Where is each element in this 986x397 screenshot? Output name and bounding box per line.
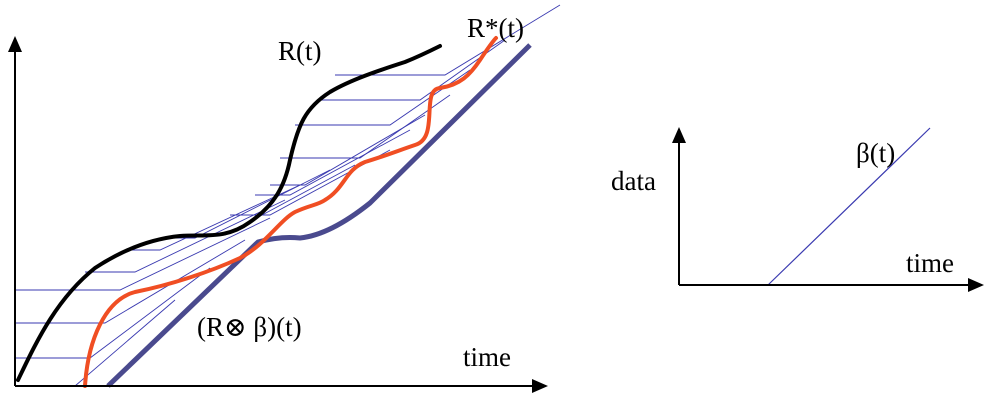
service-curve-line [130, 184, 301, 251]
service-curve-line [85, 199, 286, 273]
output-curve [83, 36, 498, 388]
arrival-curve [16, 44, 442, 382]
service-curve-label: β(t) [856, 138, 895, 168]
left-x-axis-label: time [463, 342, 511, 372]
right-y-axis-label: data [611, 166, 656, 196]
service-curve-line [15, 239, 246, 324]
right-x-axis-label: time [906, 248, 954, 278]
right-y-axis-arrowhead [672, 127, 686, 143]
convolution-curve [106, 43, 532, 388]
service-curve [767, 127, 931, 286]
right-diagram: data β(t) time [611, 127, 984, 292]
left-diagram: R(t) R*(t) (R⊗ β)(t) time [8, 4, 561, 393]
right-x-axis-arrowhead [968, 278, 984, 292]
left-y-axis-arrowhead [8, 36, 22, 52]
arrival-curve-label: R(t) [278, 36, 322, 66]
service-curve-line [255, 129, 411, 196]
service-curve-line [335, 4, 561, 76]
left-axes [8, 36, 548, 393]
service-curve-line [175, 169, 331, 239]
service-curve-line [280, 94, 451, 159]
left-x-axis-arrowhead [532, 379, 548, 393]
service-curve-line [15, 217, 271, 291]
service-curve-line [320, 39, 506, 101]
output-curve-label: R*(t) [467, 13, 524, 43]
convolution-curve-label: (R⊗ β)(t) [197, 312, 302, 342]
